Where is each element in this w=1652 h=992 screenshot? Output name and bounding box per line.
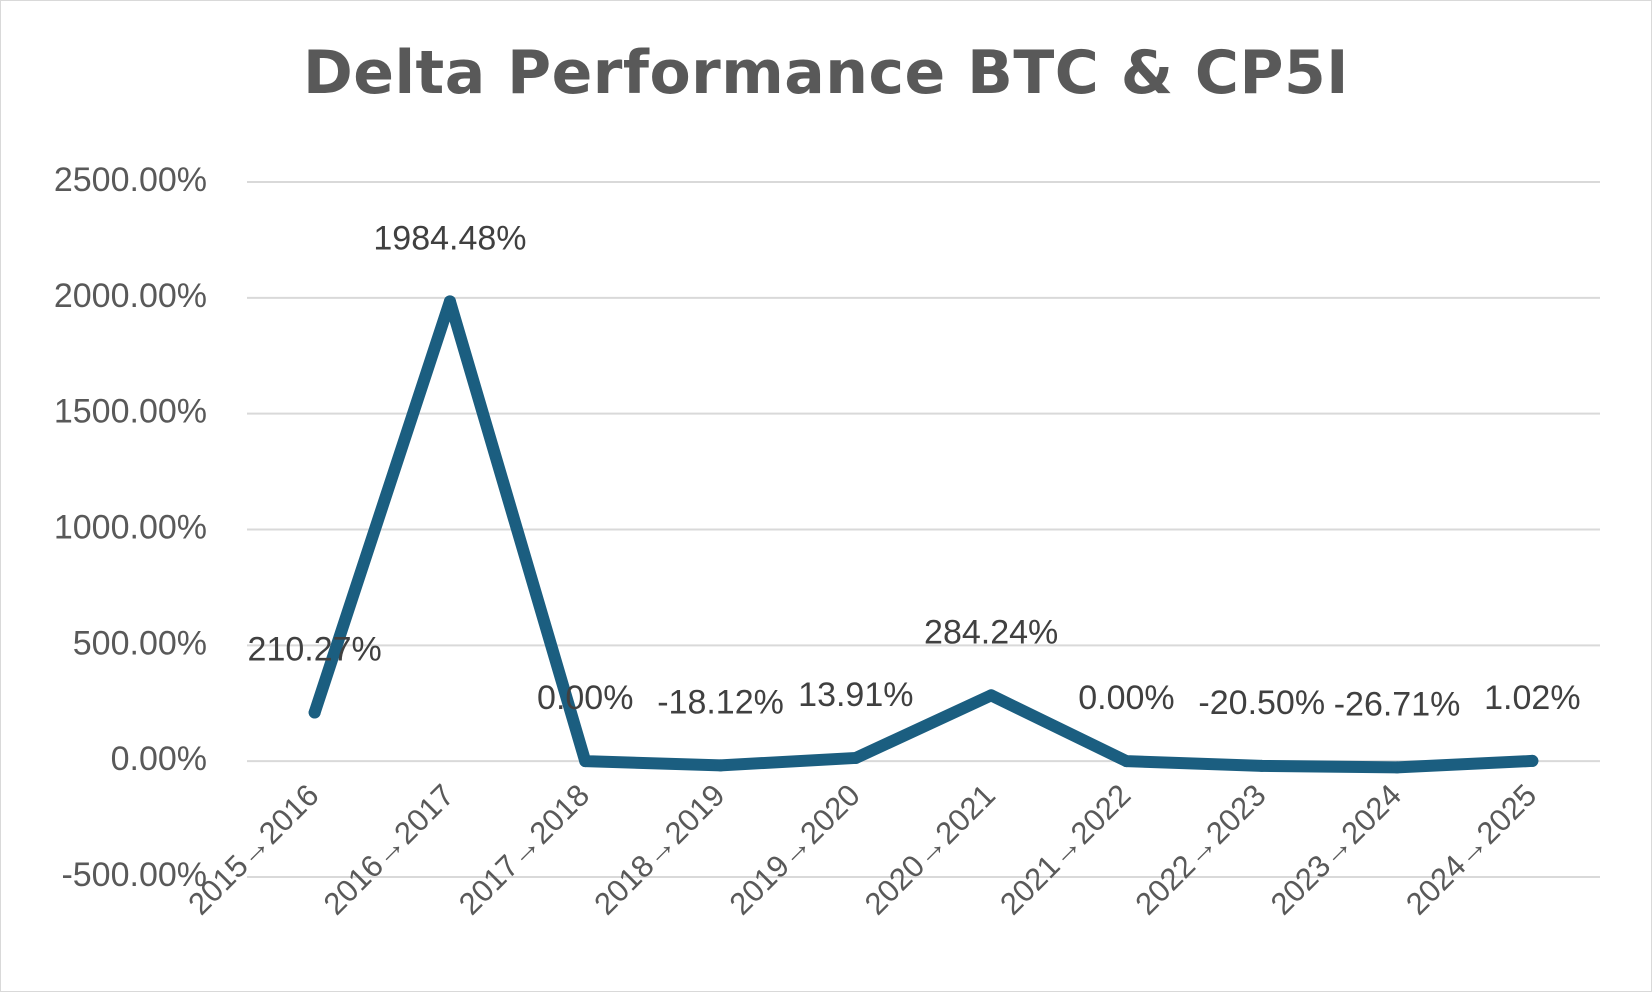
data-label: -26.71% — [1334, 685, 1461, 723]
data-label: 1984.48% — [373, 219, 526, 257]
series-line-0 — [308, 295, 1539, 774]
data-labels: 210.27% 1984.48% 0.00% -18.12% 13.91% 284.24%… — [248, 219, 1581, 723]
data-label: 0.00% — [537, 679, 633, 717]
data-point — [985, 689, 998, 702]
y-tick-label: 500.00% — [73, 624, 207, 662]
y-tick-label: 0.00% — [111, 740, 207, 778]
y-tick-label: -500.00% — [61, 856, 207, 894]
x-tick-label: 2015→2016 — [181, 777, 325, 921]
data-label: 1.02% — [1484, 679, 1580, 717]
data-point — [308, 706, 321, 719]
data-point — [579, 755, 592, 768]
x-tick-label: 2020→2021 — [858, 777, 1002, 921]
data-point — [1120, 755, 1133, 768]
x-tick-label: 2017→2018 — [452, 777, 596, 921]
data-point — [443, 295, 456, 308]
data-label: 210.27% — [248, 630, 382, 668]
data-point — [1526, 754, 1539, 767]
data-point — [849, 751, 862, 764]
series-group — [308, 295, 1539, 774]
data-point — [714, 759, 727, 772]
x-tick-label: 2022→2023 — [1128, 777, 1272, 921]
x-tick-label: 2019→2020 — [723, 777, 867, 921]
x-tick-label: 2021→2022 — [993, 777, 1137, 921]
data-label: -20.50% — [1198, 684, 1325, 722]
data-label: -18.12% — [657, 683, 784, 721]
y-tick-label: 1500.00% — [54, 393, 207, 431]
x-tick-label: 2016→2017 — [317, 777, 461, 921]
data-point — [1255, 759, 1268, 772]
y-tick-label: 1000.00% — [54, 508, 207, 546]
gridlines — [247, 181, 1600, 878]
data-label: 284.24% — [924, 613, 1058, 651]
y-axis-ticks: -500.00% 0.00% 500.00% 1000.00% 1500.00% 2000… — [54, 161, 207, 894]
x-axis-ticks: 2015→20162016→20172017→20182018→20192019… — [181, 777, 1543, 921]
y-tick-label: 2500.00% — [54, 161, 207, 199]
chart-title: Delta Performance BTC & CP5I — [302, 38, 1350, 108]
x-tick-label: 2023→2024 — [1264, 777, 1408, 921]
y-tick-label: 2000.00% — [54, 277, 207, 315]
x-tick-label: 2018→2019 — [587, 777, 731, 921]
data-point — [1391, 761, 1404, 774]
data-label: 0.00% — [1078, 679, 1174, 717]
data-label: 13.91% — [798, 676, 913, 714]
x-tick-label: 2024→2025 — [1399, 777, 1543, 921]
